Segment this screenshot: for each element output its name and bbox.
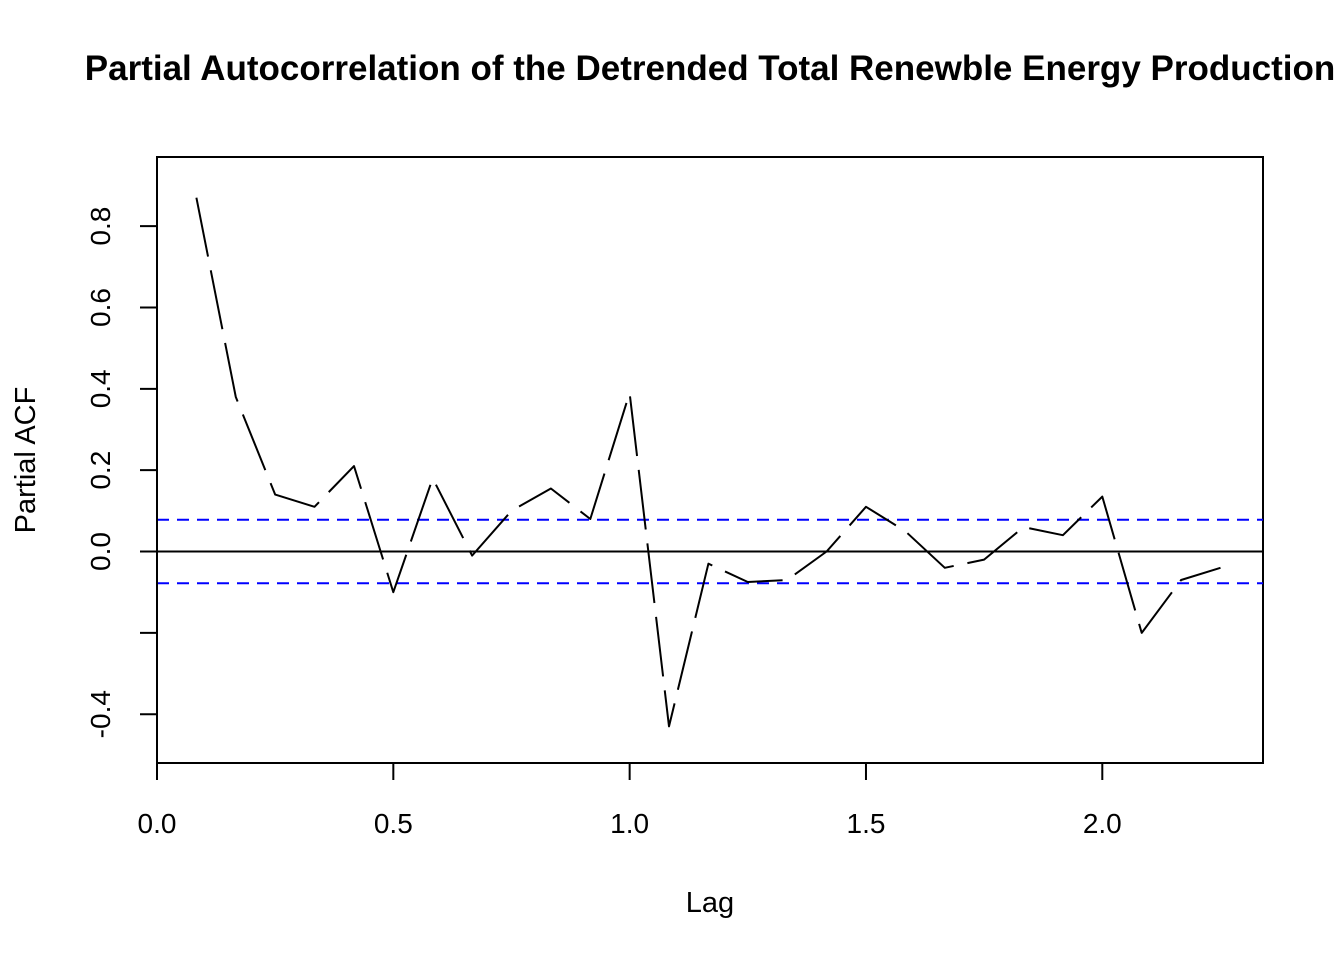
pacf-point-7 bbox=[432, 477, 434, 479]
y-tick-label-5: 0.6 bbox=[85, 288, 116, 327]
x-tick-label-3: 1.5 bbox=[847, 808, 886, 839]
pacf-point-16 bbox=[786, 579, 788, 581]
x-tick-label-2: 1.0 bbox=[610, 808, 649, 839]
pacf-point-22 bbox=[1023, 526, 1025, 528]
plot-frame bbox=[156, 156, 1264, 764]
pacf-point-19 bbox=[904, 530, 906, 532]
pacf-point-9 bbox=[510, 510, 512, 512]
y-tick-label-2: 0.0 bbox=[85, 532, 116, 571]
pacf-point-12 bbox=[629, 392, 631, 394]
x-tick-label-0: 0.0 bbox=[138, 808, 177, 839]
y-tick-label-4: 0.4 bbox=[85, 369, 116, 408]
x-tick-label-1: 0.5 bbox=[374, 808, 413, 839]
y-tick-label-6: 0.8 bbox=[85, 207, 116, 246]
pacf-series-line bbox=[195, 197, 1221, 728]
plot-area: 0.0 0.5 1.0 1.5 2.0 -0.4 0.0 0.2 0.4 0.6 0.8 bbox=[85, 156, 1264, 839]
y-tick-label-3: 0.2 bbox=[85, 451, 116, 490]
chart-title: Partial Autocorrelation of the Detrended… bbox=[85, 49, 1335, 88]
y-axis-label: Partial ACF bbox=[10, 387, 42, 534]
x-tick-label-4: 2.0 bbox=[1083, 808, 1122, 839]
x-axis-label: Lag bbox=[686, 887, 734, 919]
y-tick-label-0: -0.4 bbox=[85, 690, 116, 738]
